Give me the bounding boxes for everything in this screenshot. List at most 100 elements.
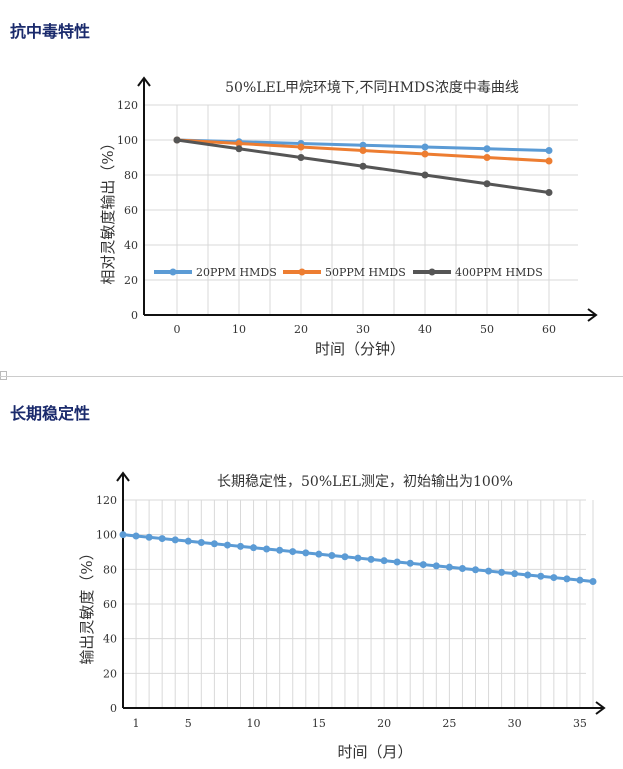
data-point — [421, 171, 429, 179]
section-divider — [0, 376, 623, 377]
legend-marker — [298, 268, 306, 276]
x-axis-arrow — [587, 308, 598, 322]
y-tick-label: 100 — [96, 529, 117, 542]
data-point — [359, 141, 367, 149]
data-point — [297, 143, 305, 151]
data-point — [545, 189, 553, 196]
y-tick-label: 120 — [96, 494, 117, 507]
y-tick-label: 60 — [103, 598, 117, 611]
x-tick-label: 30 — [356, 323, 370, 336]
x-axis-label: 时间（分钟） — [315, 340, 405, 358]
data-point — [328, 551, 336, 559]
data-point — [210, 540, 218, 548]
data-point — [359, 162, 367, 170]
x-tick-label: 5 — [185, 717, 192, 730]
data-point — [563, 575, 571, 583]
data-point — [173, 136, 181, 144]
y-tick-label: 120 — [117, 99, 138, 112]
data-point — [263, 545, 271, 553]
data-point — [354, 554, 362, 562]
data-point — [341, 553, 349, 561]
data-point — [197, 538, 205, 546]
data-point — [297, 154, 305, 161]
y-tick-label: 80 — [124, 169, 138, 182]
data-point — [367, 555, 375, 563]
data-point — [589, 577, 597, 585]
x-tick-label: 40 — [418, 323, 432, 336]
data-point — [545, 147, 553, 154]
y-axis-label: 相对灵敏度输出（%） — [99, 135, 117, 284]
y-tick-label: 20 — [124, 274, 138, 287]
data-point — [483, 154, 491, 161]
section-heading-anti-poisoning: 抗中毒特性 — [10, 22, 91, 41]
x-tick-label: 0 — [174, 323, 181, 336]
data-point — [171, 536, 179, 544]
data-point — [524, 571, 532, 579]
data-point — [145, 533, 153, 541]
data-point — [289, 548, 297, 556]
data-point — [576, 576, 584, 584]
data-point — [119, 531, 127, 539]
legend-label: 20PPM HMDS — [196, 266, 277, 279]
x-axis-arrow — [595, 701, 606, 715]
x-axis-label: 时间（月） — [337, 743, 412, 761]
collapse-marker-icon — [0, 371, 7, 380]
x-tick-label: 30 — [508, 717, 522, 730]
data-point — [485, 567, 493, 575]
data-point — [432, 562, 440, 570]
y-tick-label: 100 — [117, 134, 138, 147]
x-tick-label: 1 — [133, 717, 140, 730]
data-point — [235, 140, 243, 147]
data-point — [276, 546, 284, 554]
data-point — [421, 150, 429, 158]
data-point — [223, 541, 231, 549]
data-point — [132, 532, 140, 540]
y-tick-label: 20 — [103, 667, 117, 680]
x-tick-label: 15 — [312, 717, 326, 730]
data-point — [483, 145, 491, 153]
legend-label: 400PPM HMDS — [455, 266, 543, 279]
x-tick-label: 35 — [573, 717, 587, 730]
data-point — [315, 550, 323, 558]
data-point — [359, 147, 367, 154]
data-point — [393, 558, 401, 566]
data-point — [419, 561, 427, 569]
legend-marker — [169, 268, 177, 276]
data-point — [235, 145, 243, 153]
y-tick-label: 80 — [103, 563, 117, 576]
y-axis-arrow — [116, 471, 130, 482]
data-point — [445, 563, 453, 571]
legend-marker — [428, 268, 436, 276]
x-tick-label: 25 — [442, 717, 456, 730]
data-point — [472, 566, 479, 574]
data-point — [511, 570, 519, 578]
y-axis-label: 输出灵敏度（%） — [78, 545, 96, 664]
data-point — [545, 157, 553, 165]
y-axis-arrow — [137, 76, 151, 87]
y-tick-label: 0 — [110, 702, 117, 715]
data-point — [184, 537, 192, 545]
y-tick-label: 0 — [131, 309, 138, 322]
x-tick-label: 20 — [377, 717, 391, 730]
data-point — [250, 544, 258, 552]
section-heading-stability: 长期稳定性 — [10, 404, 91, 423]
data-point — [421, 143, 429, 151]
y-tick-label: 60 — [124, 204, 138, 217]
x-tick-label: 50 — [480, 323, 494, 336]
legend-label: 50PPM HMDS — [325, 266, 406, 279]
x-tick-label: 10 — [232, 323, 246, 336]
data-point — [537, 572, 545, 580]
data-point — [158, 535, 166, 543]
chart-title: 长期稳定性，50%LEL测定，初始输出为100% — [217, 473, 513, 490]
data-point — [302, 549, 310, 557]
data-point — [550, 574, 558, 582]
x-tick-label: 60 — [542, 323, 556, 336]
data-point — [483, 180, 491, 188]
data-point — [498, 568, 506, 576]
data-point — [458, 564, 466, 572]
chart-title: 50%LEL甲烷环境下,不同HMDS浓度中毒曲线 — [225, 80, 519, 96]
data-point — [380, 557, 388, 565]
y-tick-label: 40 — [124, 239, 138, 252]
y-tick-label: 40 — [103, 633, 117, 646]
